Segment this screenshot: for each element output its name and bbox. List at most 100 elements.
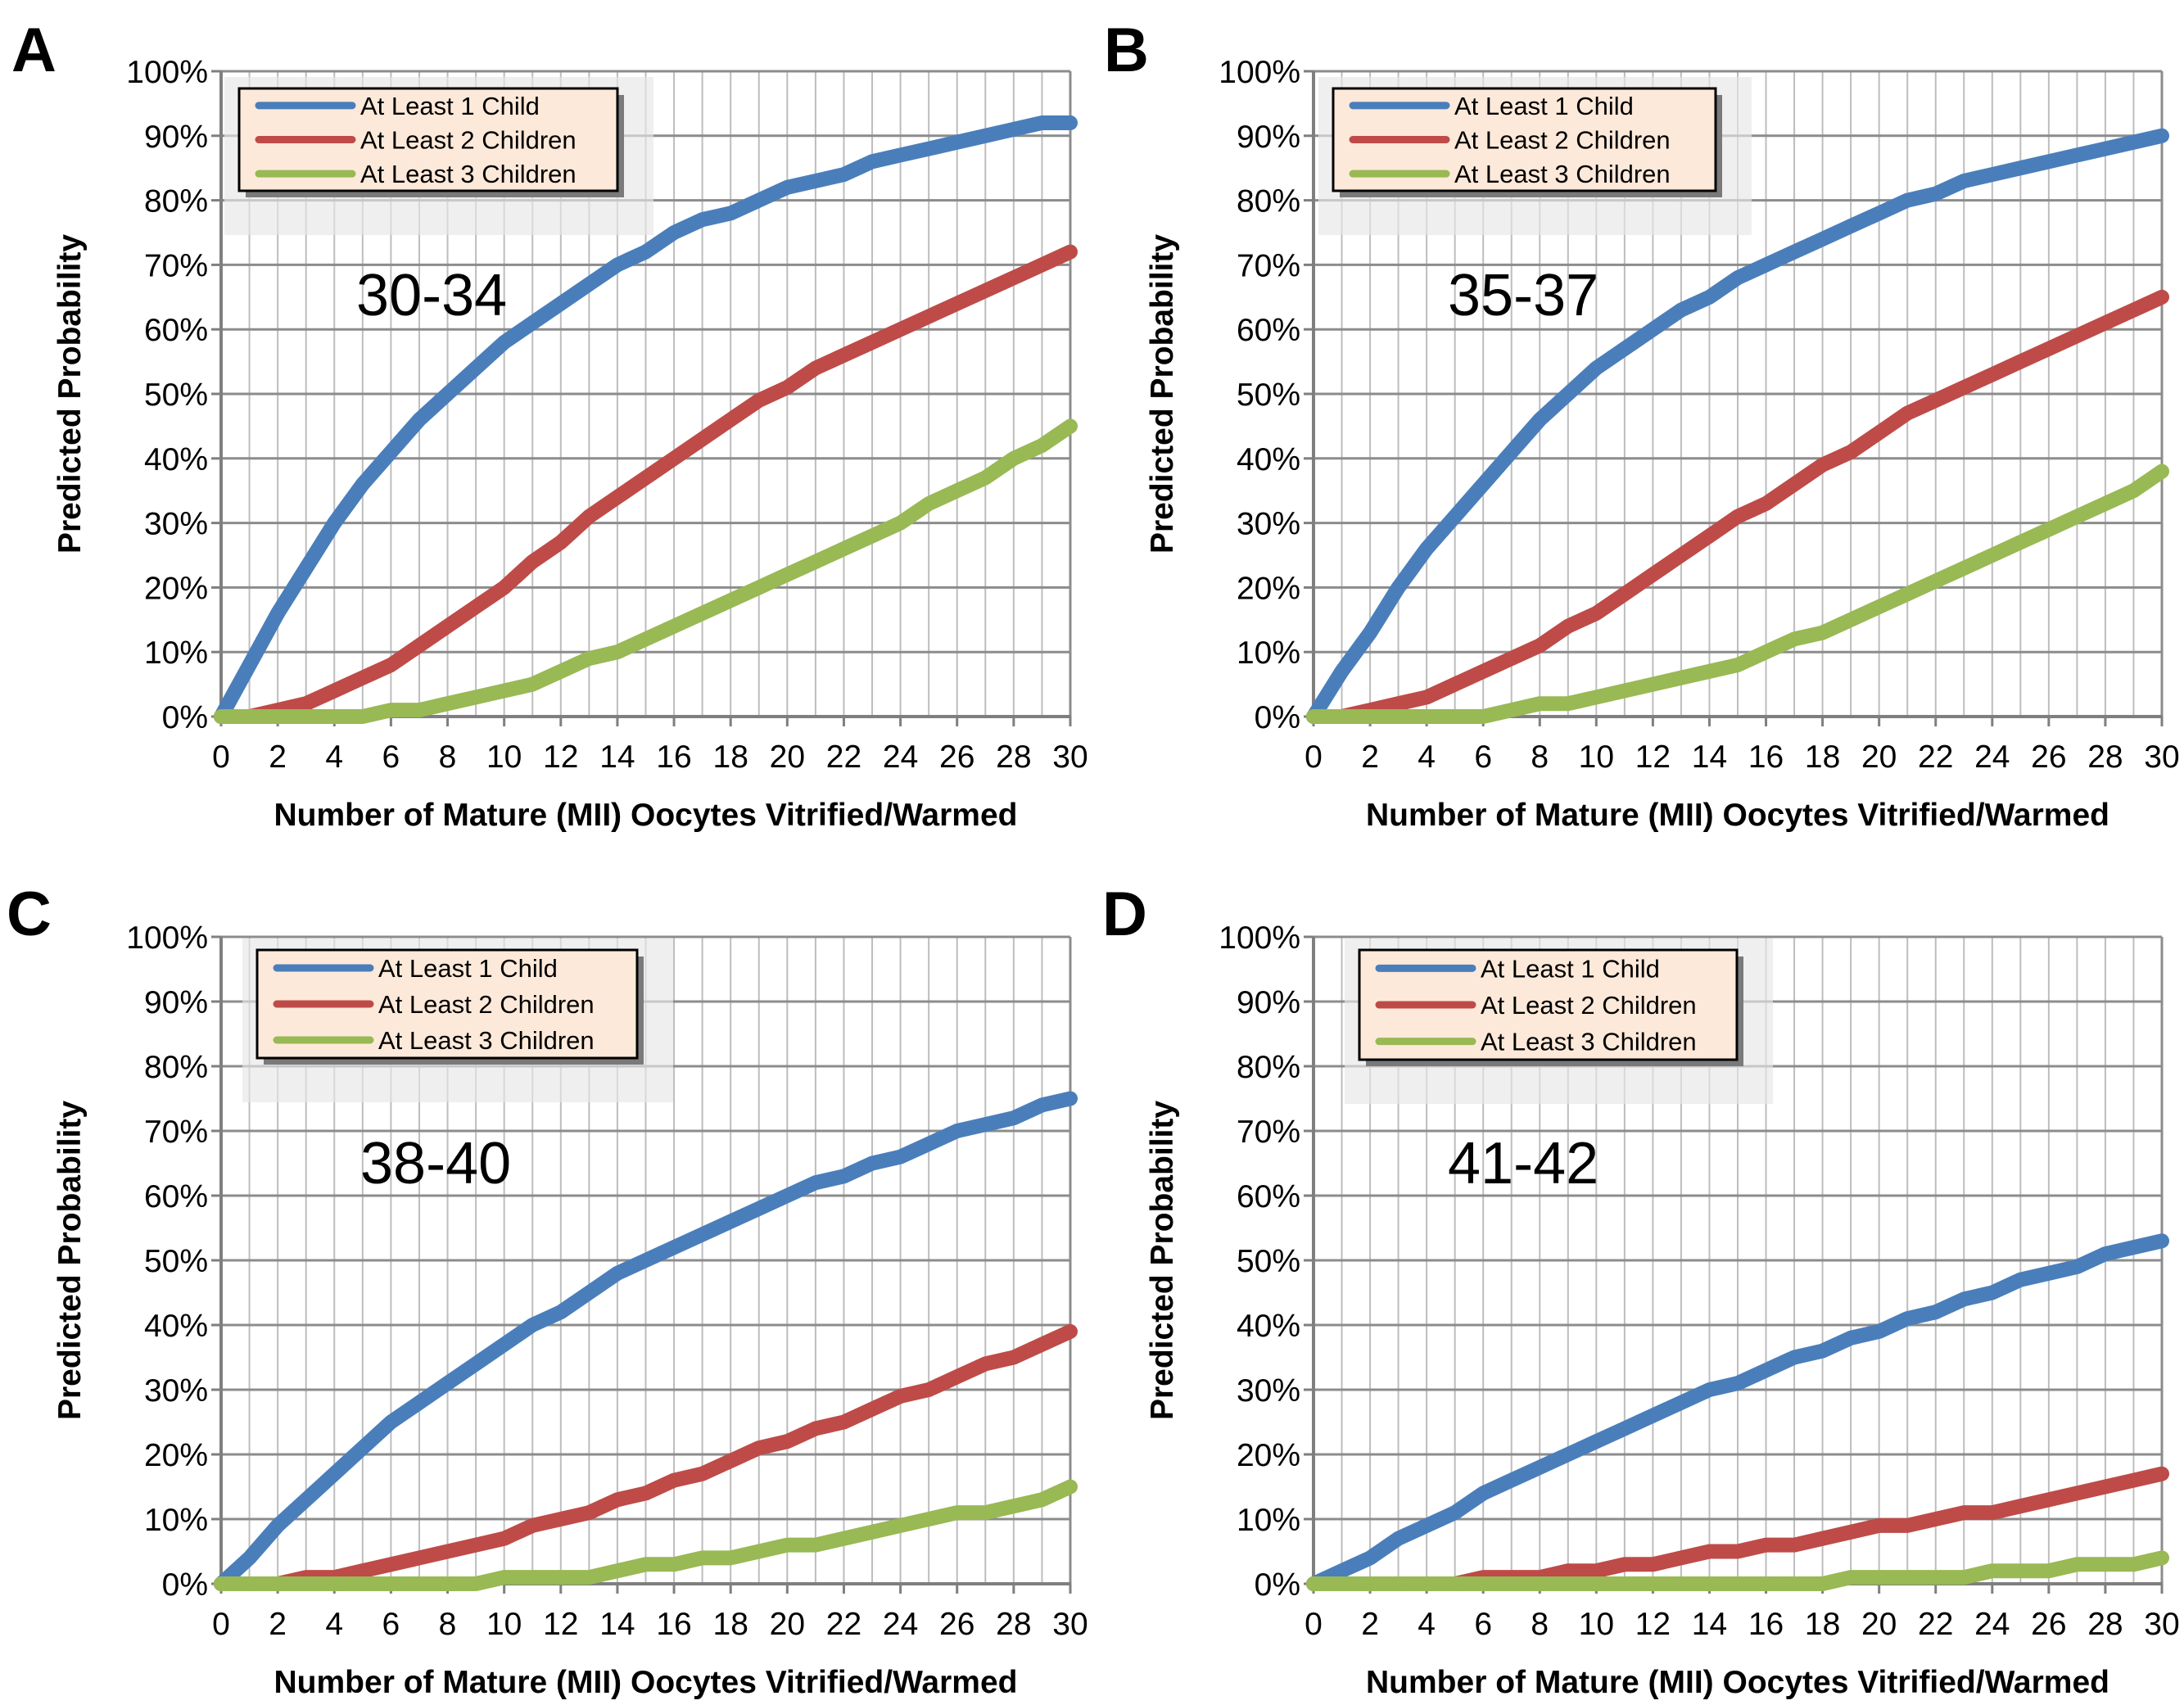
data-point bbox=[1564, 1451, 1571, 1458]
data-point bbox=[642, 248, 649, 256]
data-point bbox=[1677, 1554, 1684, 1562]
data-point bbox=[1480, 1581, 1487, 1587]
data-point bbox=[1988, 1567, 1996, 1575]
data-point bbox=[642, 1490, 649, 1497]
data-point bbox=[869, 1528, 876, 1535]
data-point bbox=[1621, 590, 1628, 598]
x-tick-label: 26 bbox=[2031, 1607, 2066, 1642]
data-point bbox=[1932, 1309, 1939, 1316]
data-point bbox=[755, 197, 762, 204]
data-point bbox=[2073, 513, 2081, 520]
data-point bbox=[473, 604, 480, 611]
y-tick-label: 10% bbox=[144, 1503, 208, 1538]
data-point bbox=[840, 1173, 848, 1180]
data-point bbox=[2017, 358, 2024, 365]
x-tick-label: 20 bbox=[1861, 739, 1897, 775]
y-tick-label: 50% bbox=[1237, 1244, 1300, 1279]
y-tick-label: 40% bbox=[1237, 442, 1300, 477]
data-point bbox=[444, 622, 451, 630]
data-point bbox=[642, 474, 649, 482]
data-point bbox=[1791, 1581, 1798, 1587]
data-point bbox=[1791, 481, 1798, 488]
x-tick-label: 20 bbox=[770, 739, 805, 775]
data-point bbox=[1706, 532, 1713, 540]
x-tick-label: 24 bbox=[1974, 1607, 2010, 1642]
data-point bbox=[1875, 1574, 1883, 1581]
x-tick-label: 14 bbox=[599, 1607, 635, 1642]
y-axis-title: Predicted Probability bbox=[1145, 234, 1180, 554]
data-point bbox=[1791, 1541, 1798, 1549]
data-point bbox=[1395, 1535, 1402, 1542]
x-tick-label: 4 bbox=[1418, 1607, 1436, 1642]
data-point bbox=[1621, 1425, 1628, 1432]
data-point bbox=[1423, 1522, 1431, 1529]
data-point bbox=[812, 1179, 819, 1187]
data-point bbox=[1621, 345, 1628, 352]
data-point bbox=[1677, 1581, 1684, 1587]
y-axis-title: Predicted Probability bbox=[52, 234, 88, 554]
data-point bbox=[840, 1535, 848, 1542]
data-point bbox=[2045, 1567, 2052, 1575]
data-point bbox=[1791, 1354, 1798, 1361]
data-point bbox=[953, 138, 961, 146]
legend-label: At Least 1 Child bbox=[1454, 92, 1634, 120]
data-point bbox=[1536, 1463, 1544, 1471]
data-point bbox=[2045, 526, 2052, 533]
data-point bbox=[1508, 655, 1515, 663]
data-point bbox=[359, 674, 366, 681]
data-point bbox=[1734, 274, 1741, 282]
data-point bbox=[1508, 707, 1515, 714]
data-point bbox=[586, 513, 593, 520]
x-tick-label: 20 bbox=[770, 1607, 805, 1642]
data-point bbox=[1338, 1567, 1345, 1575]
data-point bbox=[1451, 1581, 1458, 1587]
data-point bbox=[869, 338, 876, 346]
x-tick-label: 18 bbox=[1805, 1607, 1840, 1642]
data-point bbox=[274, 609, 282, 617]
y-tick-label: 40% bbox=[144, 442, 208, 477]
data-point bbox=[1564, 391, 1571, 397]
x-tick-label: 28 bbox=[996, 739, 1031, 775]
data-point bbox=[1649, 326, 1657, 333]
x-tick-label: 14 bbox=[1692, 1607, 1727, 1642]
y-tick-label: 30% bbox=[1237, 1373, 1300, 1409]
y-tick-label: 20% bbox=[1237, 571, 1300, 606]
data-point bbox=[473, 694, 480, 701]
data-point bbox=[812, 1541, 819, 1549]
data-point bbox=[1564, 622, 1571, 630]
data-point bbox=[1904, 590, 1911, 598]
data-point bbox=[925, 313, 933, 320]
y-tick-label: 80% bbox=[1237, 1050, 1300, 1085]
data-point bbox=[925, 1140, 933, 1147]
data-point bbox=[1847, 1528, 1855, 1535]
data-point bbox=[812, 1425, 819, 1432]
data-point bbox=[1038, 442, 1046, 450]
data-point bbox=[727, 1554, 735, 1562]
y-tick-label: 0% bbox=[1255, 700, 1300, 735]
data-point bbox=[529, 1574, 536, 1581]
data-point bbox=[699, 216, 706, 224]
panel-letter: D bbox=[1102, 880, 1147, 949]
data-point bbox=[1706, 1386, 1713, 1393]
data-point bbox=[1649, 571, 1657, 578]
data-point bbox=[613, 261, 621, 269]
data-point bbox=[1988, 171, 1996, 179]
x-tick-label: 22 bbox=[1918, 739, 1953, 775]
data-point bbox=[812, 364, 819, 372]
data-point bbox=[218, 1581, 224, 1587]
data-point bbox=[784, 1541, 791, 1549]
data-point bbox=[1564, 1567, 1571, 1575]
y-axis-title: Predicted Probability bbox=[1145, 1101, 1180, 1420]
data-point bbox=[1010, 455, 1017, 462]
x-axis-title: Number of Mature (MII) Oocytes Vitrified… bbox=[274, 1665, 1018, 1700]
data-point bbox=[671, 1477, 678, 1484]
y-tick-label: 100% bbox=[1219, 920, 1300, 956]
data-point bbox=[2073, 332, 2081, 340]
y-tick-label: 100% bbox=[1219, 55, 1300, 90]
legend-label: At Least 2 Children bbox=[1481, 991, 1697, 1020]
data-point bbox=[1762, 1581, 1770, 1587]
data-point bbox=[1649, 681, 1657, 688]
x-tick-label: 2 bbox=[269, 1607, 287, 1642]
data-point bbox=[500, 338, 508, 346]
